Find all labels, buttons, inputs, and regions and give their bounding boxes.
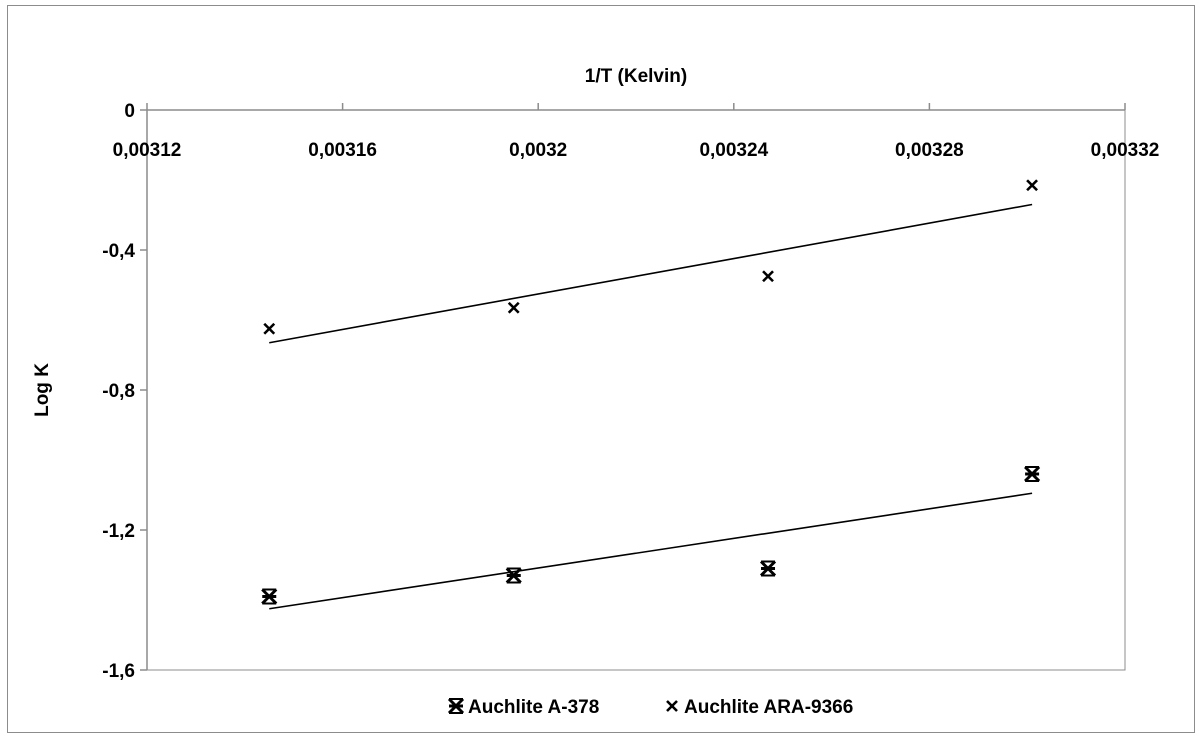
legend-label: Auchlite ARA-9366 (684, 697, 853, 718)
data-point (759, 560, 777, 577)
legend-item-1: Auchlite A-378 (447, 697, 599, 718)
y-tick-label: -0,4 (102, 241, 135, 262)
plot-area (146, 109, 1126, 671)
y-axis-title: Log K (32, 363, 53, 417)
chart-frame: 0,00312 0,00316 0,0032 0,00324 0,00328 0,0033… (7, 5, 1195, 733)
legend-label: Auchlite A-378 (468, 697, 599, 718)
x-tick-label: 0,00328 (895, 140, 964, 161)
scatter-plot: 0,00312 0,00316 0,0032 0,00324 0,00328 0,0033… (32, 66, 1159, 718)
y-tick-label: 0 (124, 101, 135, 122)
y-tick-label: -1,2 (102, 521, 135, 542)
legend-marker (666, 700, 678, 712)
data-point (261, 588, 278, 605)
y-tick-label: -0,8 (102, 381, 135, 402)
trendline (269, 492, 1033, 610)
legend-marker (447, 697, 465, 715)
legend-item-2: Auchlite ARA-9366 (666, 697, 853, 718)
data-point (1024, 465, 1041, 483)
axes: 0,00312 0,00316 0,0032 0,00324 0,00328 0,0033… (102, 101, 1159, 682)
y-tick-label: -1,6 (102, 661, 135, 682)
data-point (762, 270, 774, 283)
legend: Auchlite A-378 Auchlite ARA-9366 (447, 697, 853, 718)
x-tick-label: 0,00312 (113, 140, 182, 161)
data-point (507, 301, 520, 314)
series-2 (263, 179, 1039, 344)
x-tick-label: 0,0032 (509, 140, 567, 161)
data-point (1026, 179, 1039, 192)
x-tick-label: 0,00324 (699, 140, 768, 161)
trendline (269, 203, 1033, 344)
x-tick-label: 0,00316 (308, 140, 377, 161)
series-1 (261, 465, 1041, 610)
data-point (505, 567, 522, 584)
x-tick-label: 0,00332 (1091, 140, 1160, 161)
x-axis-title: 1/T (Kelvin) (585, 66, 687, 87)
data-point (263, 322, 276, 335)
series-layer (261, 179, 1041, 610)
